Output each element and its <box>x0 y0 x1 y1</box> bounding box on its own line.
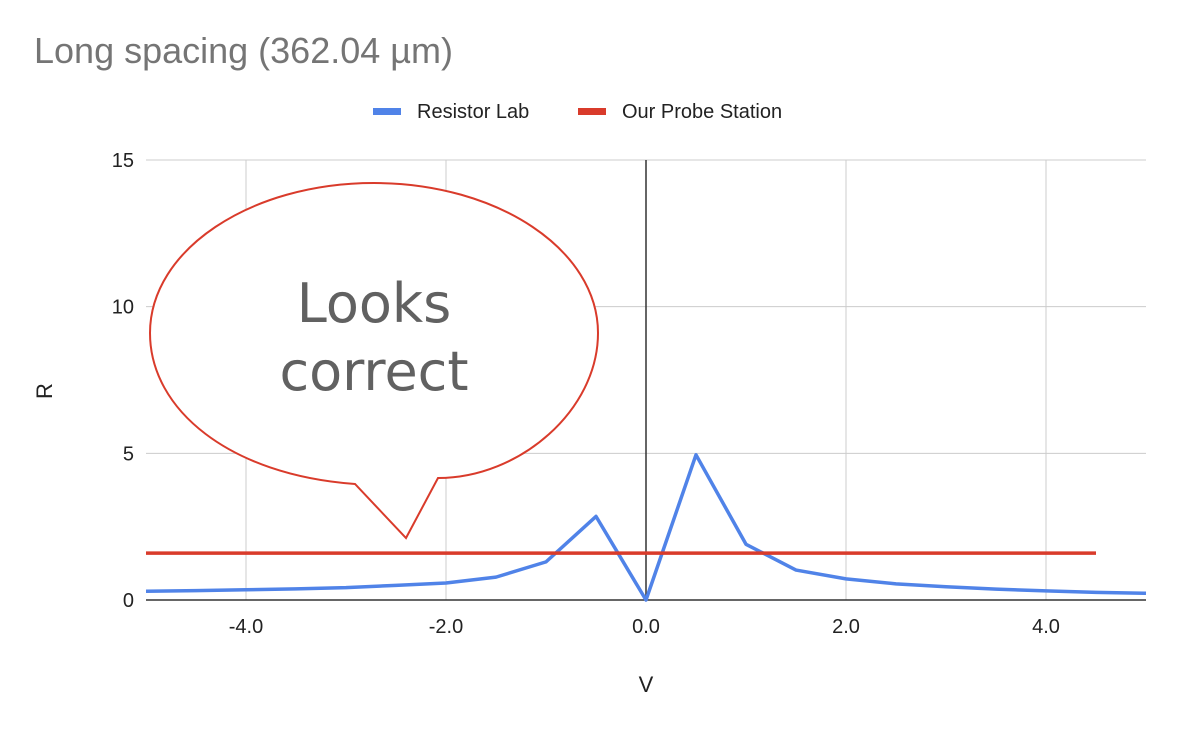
y-tick-label: 10 <box>112 297 134 319</box>
x-tick-label: -2.0 <box>429 616 463 638</box>
x-tick-label: -4.0 <box>229 616 263 638</box>
legend-swatch <box>373 108 401 115</box>
legend-swatch <box>578 108 606 115</box>
callout-text-line: correct <box>279 340 468 403</box>
series-layer <box>145 453 1147 602</box>
legend: Resistor Lab Our Probe Station <box>373 101 782 123</box>
x-tick-label: 4.0 <box>1032 616 1060 638</box>
callout-bubble <box>148 181 600 540</box>
legend-label: Resistor Lab <box>417 101 529 123</box>
tick-labels: 0 5 10 15 -4.0 -2.0 0.0 2.0 4.0 <box>112 150 1060 638</box>
y-tick-label: 5 <box>123 443 134 465</box>
series-line-resistor-lab <box>145 453 1147 602</box>
x-tick-label: 0.0 <box>632 616 660 638</box>
chart-title: Long spacing (362.04 µm) <box>34 30 453 71</box>
legend-label: Our Probe Station <box>622 101 782 123</box>
x-tick-label: 2.0 <box>832 616 860 638</box>
y-tick-label: 15 <box>112 150 134 172</box>
callout-text-line: Looks <box>297 272 452 335</box>
y-tick-label: 0 <box>123 590 134 612</box>
y-axis-label: R <box>32 383 57 399</box>
x-axis-label: V <box>639 672 654 697</box>
